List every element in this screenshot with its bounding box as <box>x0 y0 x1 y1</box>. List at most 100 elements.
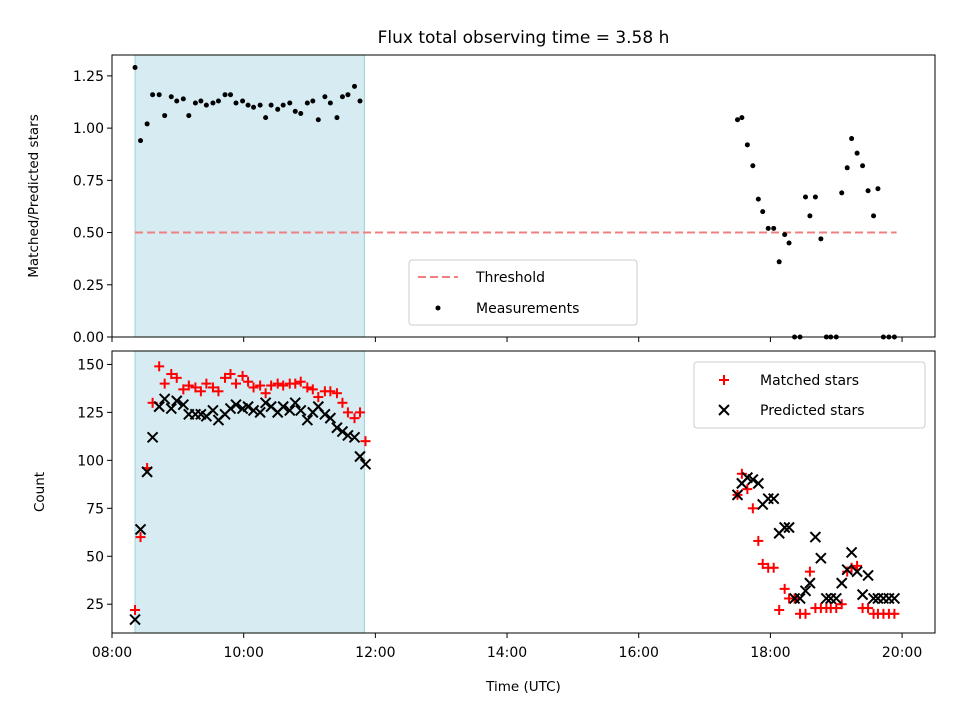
predicted-point-b <box>207 404 219 417</box>
bottom-ytick-label: 150 <box>77 357 104 373</box>
predicted-point-b <box>247 404 260 417</box>
matched-point <box>272 378 283 389</box>
matched-point <box>800 608 811 619</box>
matched-point <box>290 378 301 389</box>
predicted-point <box>289 397 301 409</box>
top-x-ticks <box>111 337 903 342</box>
measurement-point <box>150 92 156 98</box>
predicted-point <box>177 399 190 411</box>
matched-point <box>237 370 248 381</box>
predicted-point <box>752 477 765 490</box>
matched-point <box>736 468 747 479</box>
matched-point <box>779 583 790 594</box>
measurement-point <box>192 100 198 106</box>
measurement-point <box>334 115 340 121</box>
predicted-point <box>284 404 296 417</box>
predicted-point <box>146 431 159 444</box>
predicted-point-b <box>767 493 780 505</box>
predicted-point-b <box>799 585 812 597</box>
predicted-point <box>129 613 141 626</box>
legend-matched-swatch <box>719 375 729 385</box>
predicted-point-b <box>354 450 366 463</box>
predicted-point-b <box>815 552 827 564</box>
matched-point <box>243 376 254 387</box>
predicted-point-b <box>259 397 272 409</box>
predicted-point <box>153 400 165 413</box>
predicted-point <box>845 546 858 559</box>
matched-point <box>342 407 353 418</box>
measurement-point <box>251 104 257 110</box>
predicted-point <box>762 493 774 505</box>
measurement-point <box>210 100 216 106</box>
predicted-point <box>158 393 171 405</box>
predicted-point <box>809 531 822 543</box>
bottom-ytick-label: 25 <box>86 597 104 613</box>
matched-point <box>337 397 348 408</box>
matched-point <box>278 380 289 391</box>
measurement-point <box>310 98 316 104</box>
predicted-point-b <box>265 400 277 413</box>
measurement-point <box>750 163 756 169</box>
predicted-point <box>259 397 272 409</box>
predicted-point-b <box>230 399 242 411</box>
measurement-point <box>345 92 351 98</box>
matched-point <box>201 378 212 389</box>
predicted-point-b <box>319 408 331 421</box>
predicted-point <box>794 592 806 605</box>
matched-point <box>266 380 277 391</box>
predicted-point <box>207 404 219 417</box>
top-y-axis-label: Matched/Predicted stars <box>26 114 42 277</box>
measurement-point <box>215 98 221 104</box>
legend-predicted-label: Predicted stars <box>760 403 865 419</box>
predicted-point <box>820 592 833 605</box>
matched-point <box>230 378 241 389</box>
measurement-point <box>807 213 813 219</box>
measurement-point <box>222 92 228 98</box>
measurement-point <box>263 115 269 121</box>
predicted-point-b <box>747 473 759 486</box>
matched-point <box>178 384 189 395</box>
matched-point <box>852 560 863 571</box>
predicted-point-b <box>295 404 307 417</box>
measurement-point <box>818 236 824 242</box>
top-ytick-label: 0.50 <box>73 226 104 242</box>
predicted-point-b <box>284 404 296 417</box>
bottom-xtick-label: 20:00 <box>882 645 922 661</box>
predicted-point <box>247 404 260 417</box>
predicted-point <box>767 493 780 505</box>
matched-point <box>889 608 900 619</box>
predicted-point-b <box>195 408 207 421</box>
bottom-ytick-label: 75 <box>86 501 104 517</box>
predicted-point-b <box>158 393 171 405</box>
predicted-point-b <box>778 521 791 534</box>
predicted-point-b <box>752 477 765 490</box>
measurement-point <box>865 188 871 194</box>
measurement-point <box>275 106 281 112</box>
measurement-point <box>144 121 150 127</box>
bottom-y-axis-label: Count <box>32 472 48 512</box>
top-legend-box <box>408 259 638 326</box>
predicted-point <box>783 521 795 534</box>
predicted-point-b <box>254 406 266 419</box>
predicted-point-b <box>783 521 795 534</box>
predicted-point-b <box>820 592 833 605</box>
predicted-point <box>867 592 880 605</box>
predicted-point <box>224 402 237 415</box>
bottom-legend-box <box>693 361 926 429</box>
predicted-point <box>359 458 372 470</box>
measurement-point <box>186 113 192 119</box>
measurement-point <box>744 142 750 148</box>
matched-point <box>183 380 194 391</box>
top-ytick-label: 1.00 <box>73 121 104 137</box>
predicted-point-b <box>153 400 165 413</box>
predicted-point <box>295 404 307 417</box>
measurement-point <box>156 92 162 98</box>
predicted-point <box>277 400 289 413</box>
matched-point <box>313 392 324 403</box>
measurement-point <box>839 190 845 196</box>
predicted-point <box>134 523 147 536</box>
predicted-point <box>862 569 874 582</box>
predicted-point <box>731 489 744 501</box>
matched-point <box>135 532 146 543</box>
measurement-point <box>755 196 761 202</box>
